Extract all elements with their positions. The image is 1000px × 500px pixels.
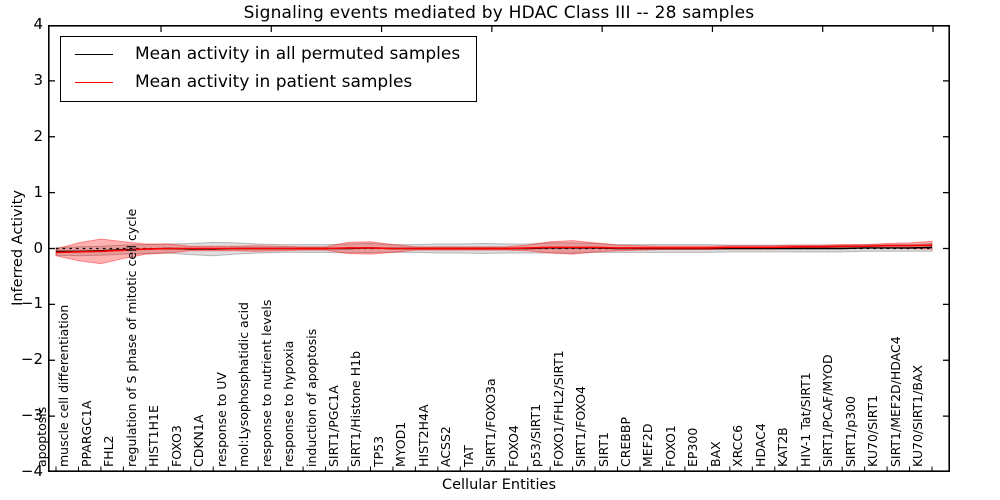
legend-item-patient: Mean activity in patient samples	[75, 72, 460, 92]
x-tick-label: FHL2	[101, 435, 117, 467]
y-tick-label: −3	[20, 406, 43, 425]
x-tick-label: response to hypoxia	[281, 340, 297, 467]
legend: Mean activity in all permuted samples Me…	[60, 36, 478, 102]
x-tick-label: HDAC4	[752, 423, 768, 467]
x-tick-label: PPARGC1A	[78, 400, 94, 467]
x-tick-label: HIV-1 Tat/SIRT1	[797, 372, 813, 467]
y-tick-label: 0	[33, 238, 43, 257]
x-tick-label: apoptosis	[34, 406, 49, 467]
x-tick-label: EP300	[685, 427, 701, 467]
x-tick-label: FOXO1/FHL2/SIRT1	[550, 350, 566, 467]
x-tick-label: MEF2D	[640, 423, 656, 467]
x-tick-label: BAX	[707, 441, 723, 467]
y-tick-label: 3	[33, 70, 43, 89]
x-tick-label: FOXO1	[662, 425, 678, 467]
x-tick-label: CDKN1A	[191, 414, 207, 467]
legend-label: Mean activity in patient samples	[135, 72, 413, 92]
x-tick-label: induction of apoptosis	[303, 328, 319, 467]
black-line-sample-icon	[75, 53, 113, 55]
x-tick-label: response to UV	[213, 372, 229, 467]
x-tick-label: p53/SIRT1	[528, 403, 544, 467]
legend-label: Mean activity in all permuted samples	[135, 44, 461, 64]
y-tick-label: −4	[20, 462, 43, 480]
x-tick-label: SIRT1/Histone H1b	[348, 350, 364, 467]
patient-spread-band	[55, 238, 933, 265]
x-tick-label: XRCC6	[730, 424, 746, 467]
plot-area	[48, 25, 950, 472]
x-tick-label: mol:Lysophosphatidic acid	[236, 302, 252, 467]
x-tick-label: SIRT1	[595, 432, 611, 467]
patient-mean-line	[55, 244, 933, 254]
x-tick-label: KAT2B	[775, 427, 791, 467]
x-tick-label: CREBBP	[618, 417, 633, 467]
y-tick-label: −1	[20, 294, 43, 313]
x-tick-label: SIRT1/PGC1A	[326, 385, 341, 467]
x-tick-label: SIRT1/FOXO3a	[483, 378, 499, 467]
axes-frame	[48, 25, 950, 472]
x-tick-label: TP53	[370, 435, 386, 467]
y-tick-label: 2	[33, 126, 43, 145]
chart-title: Signaling events mediated by HDAC Class …	[243, 3, 755, 23]
x-tick-label: SIRT1/PCAF/MYOD	[820, 354, 836, 467]
y-tick-label: −2	[20, 350, 43, 369]
x-axis-label: Cellular Entities	[441, 477, 557, 493]
x-tick-label: response to nutrient levels	[258, 299, 274, 467]
x-tick-label: SIRT1/FOXO4	[573, 386, 589, 467]
x-tick-label: ACSS2	[438, 426, 454, 467]
x-tick-label: regulation of S phase of mitotic cell cy…	[123, 208, 139, 467]
red-line-sample-icon	[75, 81, 113, 83]
y-tick-label: 4	[33, 15, 43, 33]
x-tick-label: KU70/SIRT1/BAX	[910, 364, 925, 467]
x-tick-label: FOXO3	[168, 425, 184, 467]
x-tick-label: FOXO4	[505, 425, 521, 467]
x-tick-label: muscle cell differentiation	[56, 304, 72, 467]
x-tick-label: SIRT1/p300	[842, 396, 858, 467]
x-tick-label: SIRT1/MEF2D/HDAC4	[887, 336, 903, 467]
x-tick-label: HIST1H1E	[146, 405, 162, 467]
chart-canvas	[48, 25, 950, 472]
x-tick-label: MYOD1	[393, 421, 409, 467]
y-tick-label: 1	[33, 182, 43, 201]
x-tick-label: HIST2H4A	[415, 404, 431, 467]
legend-item-permuted: Mean activity in all permuted samples	[75, 44, 460, 64]
x-tick-label: TAT	[460, 445, 476, 467]
x-tick-label: KU70/SIRT1	[865, 394, 881, 467]
